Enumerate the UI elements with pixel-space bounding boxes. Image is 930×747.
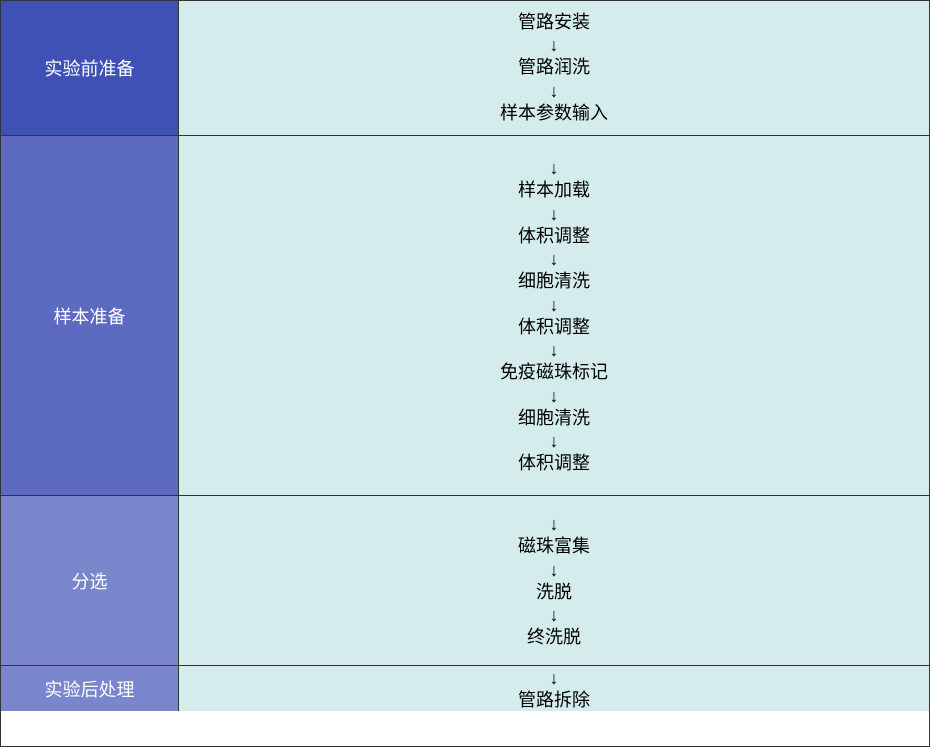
flow-arrow-down-icon: ↓ xyxy=(550,606,559,624)
section-content-pre-experiment: 管路安装 ↓ 管路润洗 ↓ 样本参数输入 xyxy=(179,1,929,135)
flow-step: 终洗脱 xyxy=(527,627,581,649)
flow-step: 样本加载 xyxy=(518,180,590,202)
flow-arrow-down-icon: ↓ xyxy=(550,205,559,223)
flow-arrow-down-icon: ↓ xyxy=(550,515,559,533)
flow-step: 管路安装 xyxy=(518,12,590,34)
section-label-pre-experiment: 实验前准备 xyxy=(1,1,179,135)
flow-step: 体积调整 xyxy=(518,226,590,248)
flow-arrow-down-icon: ↓ xyxy=(550,36,559,54)
flow-step: 免疫磁珠标记 xyxy=(500,362,608,384)
flow-step: 样本参数输入 xyxy=(500,103,608,125)
flow-arrow-down-icon: ↓ xyxy=(550,387,559,405)
flow-arrow-down-icon: ↓ xyxy=(550,250,559,268)
flow-arrow-down-icon: ↓ xyxy=(550,159,559,177)
flow-step: 洗脱 xyxy=(536,582,572,604)
flow-arrow-down-icon: ↓ xyxy=(550,561,559,579)
flow-step: 管路拆除 xyxy=(518,690,590,712)
flow-arrow-down-icon: ↓ xyxy=(550,82,559,100)
flow-arrow-down-icon: ↓ xyxy=(550,341,559,359)
flow-step: 细胞清洗 xyxy=(518,271,590,293)
section-content-sorting: ↓ 磁珠富集 ↓ 洗脱 ↓ 终洗脱 xyxy=(179,496,929,665)
section-pre-experiment: 实验前准备 管路安装 ↓ 管路润洗 ↓ 样本参数输入 xyxy=(1,1,929,136)
flow-step: 细胞清洗 xyxy=(518,408,590,430)
section-sample-prep: 样本准备 ↓ 样本加载 ↓ 体积调整 ↓ 细胞清洗 ↓ 体积调整 ↓ 免疫磁珠标记 ↓ 细胞清洗 ↓ 体积… xyxy=(1,136,929,496)
section-label-post-experiment: 实验后处理 xyxy=(1,666,179,711)
section-label-sorting: 分选 xyxy=(1,496,179,665)
flow-arrow-down-icon: ↓ xyxy=(550,432,559,450)
flow-step: 体积调整 xyxy=(518,317,590,339)
flow-step: 体积调整 xyxy=(518,453,590,475)
section-sorting: 分选 ↓ 磁珠富集 ↓ 洗脱 ↓ 终洗脱 xyxy=(1,496,929,666)
section-content-sample-prep: ↓ 样本加载 ↓ 体积调整 ↓ 细胞清洗 ↓ 体积调整 ↓ 免疫磁珠标记 ↓ 细胞清洗 ↓ 体积调整 xyxy=(179,136,929,495)
flow-step: 磁珠富集 xyxy=(518,536,590,558)
flow-arrow-down-icon: ↓ xyxy=(550,669,559,687)
section-label-sample-prep: 样本准备 xyxy=(1,136,179,495)
flow-arrow-down-icon: ↓ xyxy=(550,296,559,314)
flow-step: 管路润洗 xyxy=(518,57,590,79)
section-content-post-experiment: ↓ 管路拆除 xyxy=(179,666,929,711)
section-post-experiment: 实验后处理 ↓ 管路拆除 xyxy=(1,666,929,711)
process-flowchart: 实验前准备 管路安装 ↓ 管路润洗 ↓ 样本参数输入 样本准备 ↓ 样本加载 ↓ 体积调整 ↓ 细… xyxy=(0,0,930,747)
